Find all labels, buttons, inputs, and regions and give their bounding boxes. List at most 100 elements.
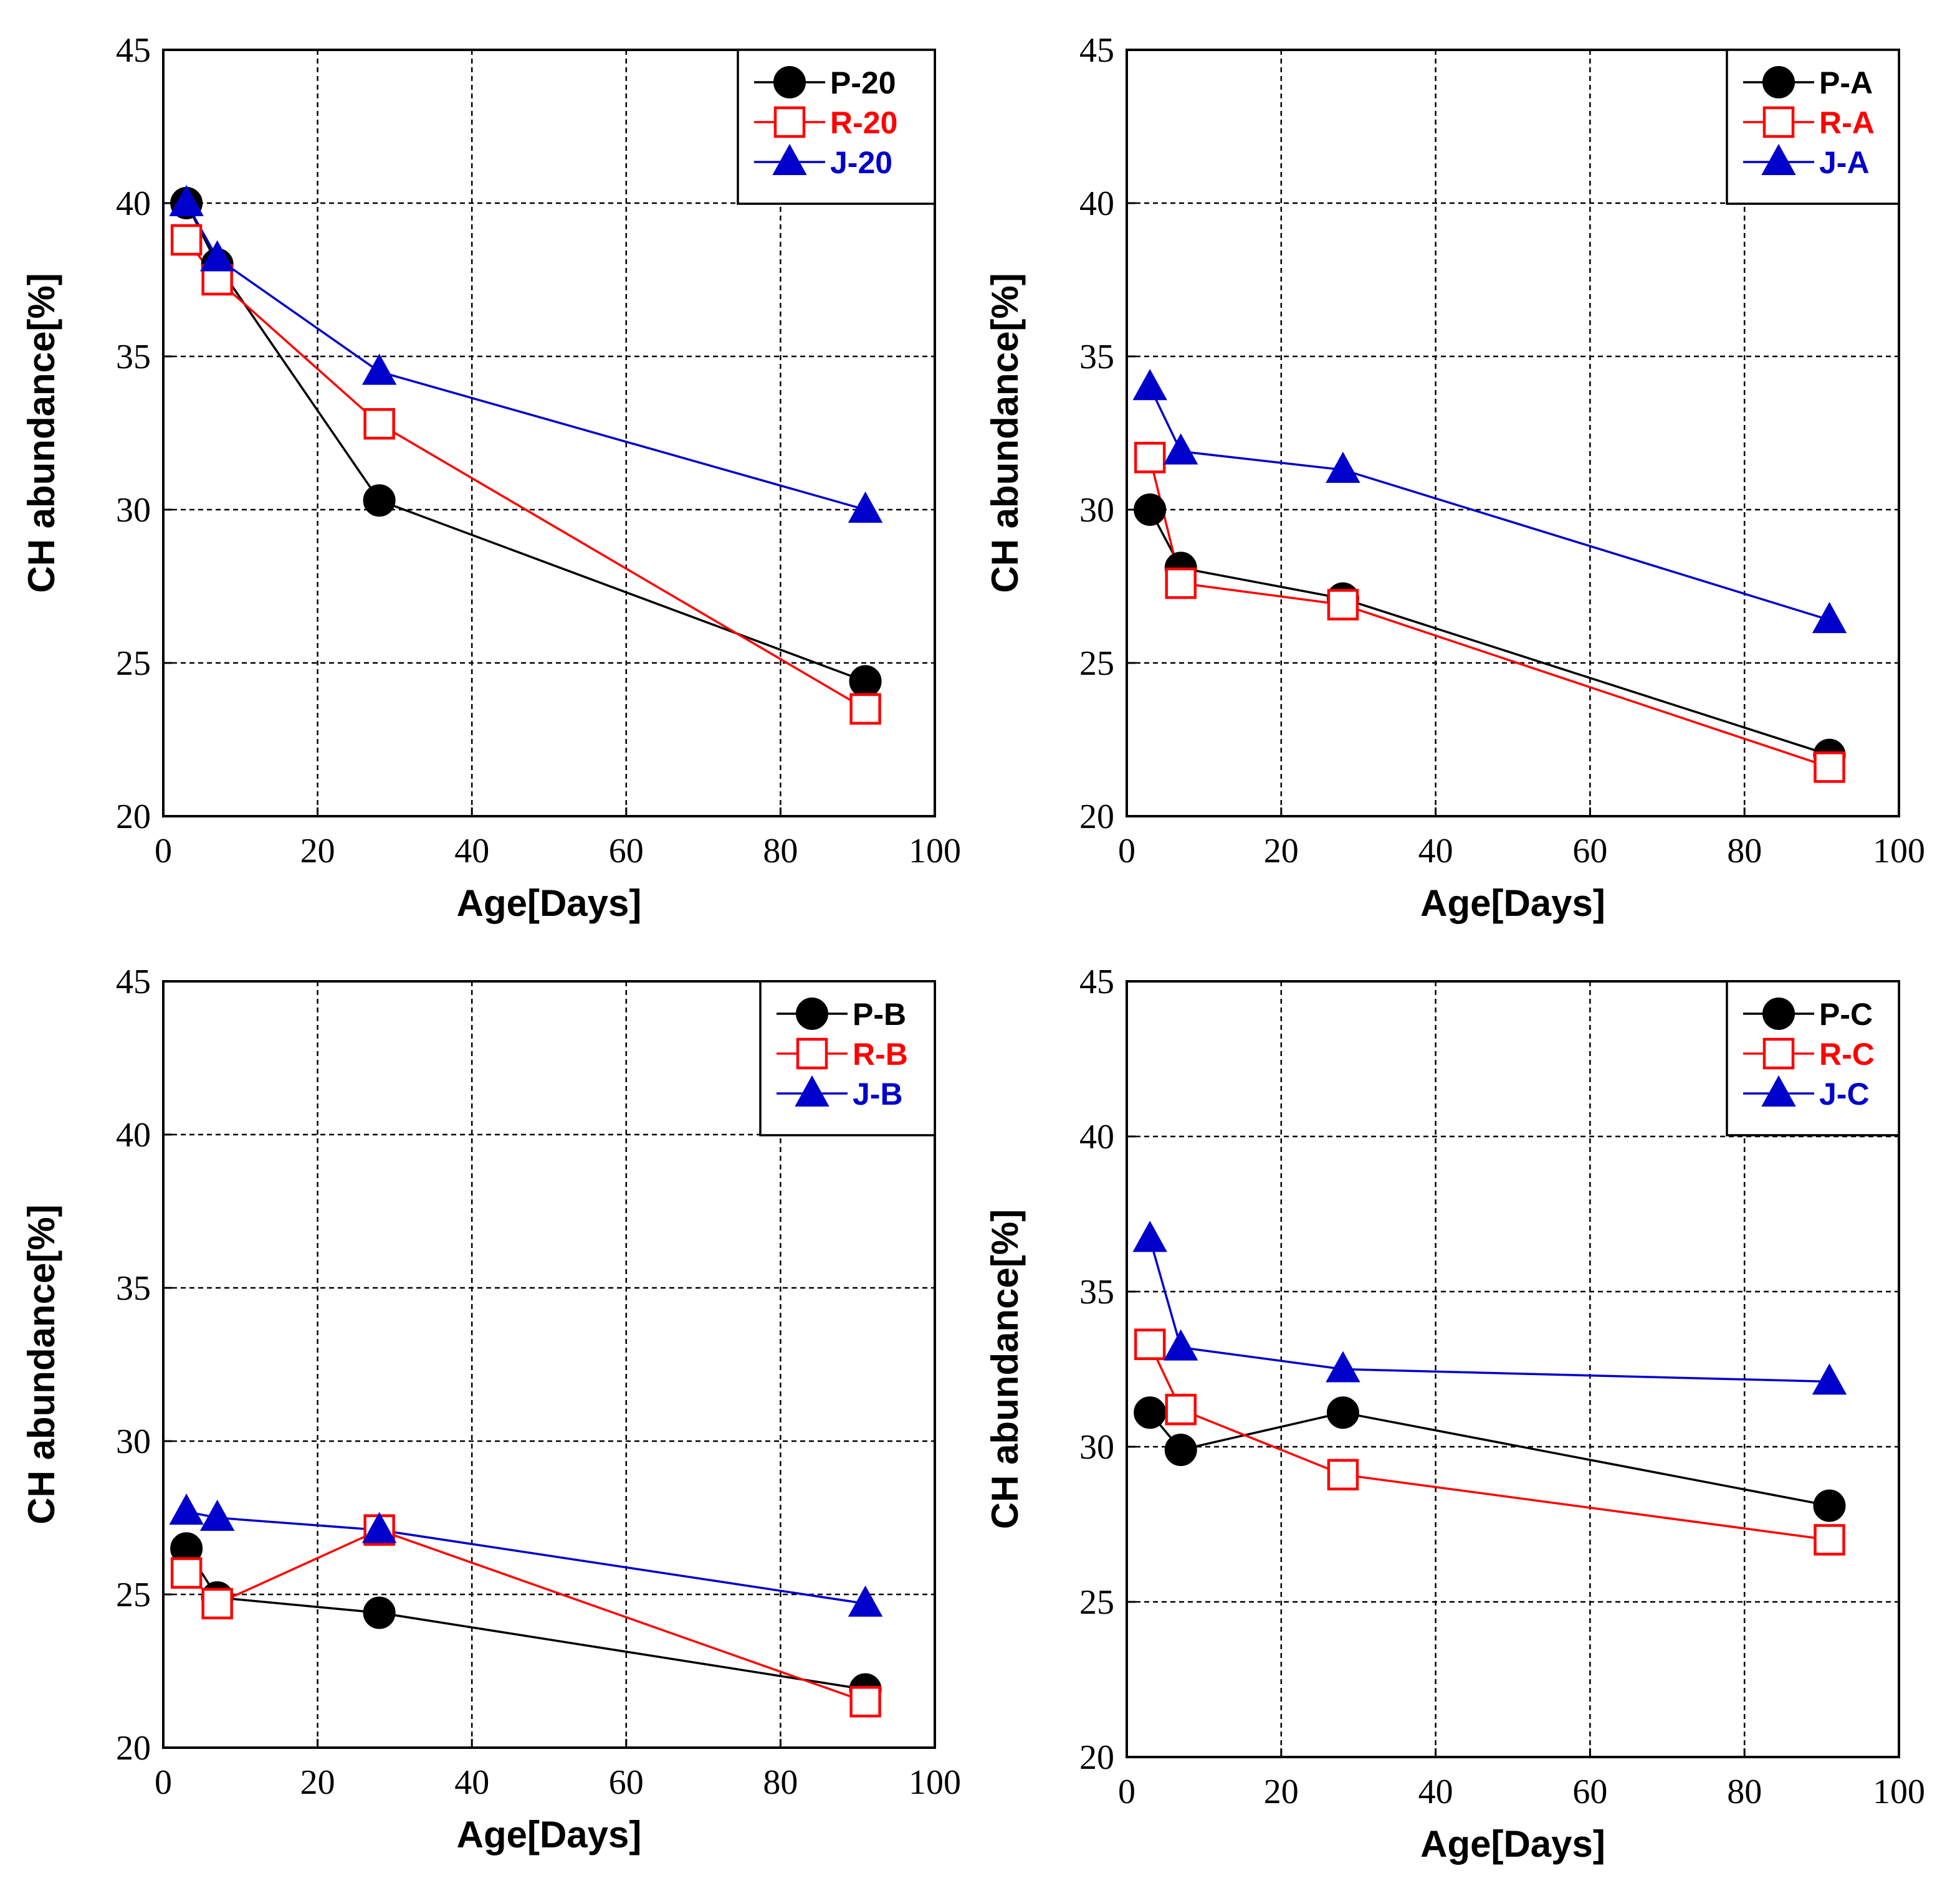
data-point-P-C-day-3 — [1134, 1396, 1167, 1429]
y-tick-label: 35 — [116, 1269, 151, 1308]
series-line-R-A — [1149, 457, 1830, 768]
legend: P-A R-A J-A — [1726, 49, 1900, 205]
x-tick-label: 40 — [454, 832, 489, 870]
x-tick-label: 60 — [609, 1763, 644, 1802]
series-line-J-A — [1149, 386, 1830, 621]
x-tick-label: 60 — [1572, 832, 1607, 870]
series-line-J-B — [186, 1510, 866, 1605]
x-tick-label: 100 — [1873, 832, 1925, 870]
data-point-P-B-day-28 — [363, 1596, 396, 1629]
legend-marker-J-C — [1761, 1075, 1796, 1107]
legend-label-P-A: P-A — [1819, 65, 1873, 100]
data-point-R-20-day-28 — [363, 407, 395, 440]
y-tick-label: 30 — [116, 1422, 151, 1461]
legend-label-R-20: R-20 — [830, 105, 897, 140]
data-point-R-20-day-3 — [170, 224, 203, 256]
data-point-R-C-day-91 — [1814, 1524, 1845, 1556]
legend-label-P-20: P-20 — [830, 65, 896, 100]
data-point-J-C-day-3 — [1132, 1221, 1167, 1252]
data-point-J-B-day-28 — [361, 1512, 397, 1543]
series-line-P-20 — [185, 202, 866, 683]
data-point-R-B-day-3 — [170, 1557, 203, 1589]
x-tick-label: 0 — [155, 832, 172, 870]
x-tick-label: 40 — [1418, 1773, 1453, 1811]
legend-label-R-A: R-A — [1819, 105, 1875, 140]
y-tick-label: 30 — [116, 491, 151, 530]
data-point-R-A-day-3 — [1134, 442, 1166, 474]
x-tick-label: 80 — [763, 1763, 798, 1802]
data-point-P-C-day-28 — [1326, 1396, 1359, 1429]
legend: P-C R-C J-C — [1726, 980, 1900, 1136]
legend-box — [1726, 980, 1900, 1136]
plot-frame — [1126, 980, 1900, 1758]
plot-frame — [1126, 49, 1900, 817]
legend-marker-R-C — [1762, 1037, 1795, 1070]
data-point-P-C-day-7 — [1164, 1433, 1197, 1466]
data-point-R-B-day-7 — [201, 1588, 233, 1620]
y-axis-title: CH abundance[%] — [984, 1209, 1026, 1529]
legend-marker-P-B — [796, 998, 828, 1030]
legend-marker-R-A — [1762, 106, 1795, 138]
x-tick-label: 20 — [300, 832, 335, 870]
data-point-J-C-day-28 — [1326, 1351, 1360, 1383]
plot-frame — [162, 980, 936, 1749]
data-point-R-B-day-91 — [849, 1685, 881, 1718]
legend-label-J-C: J-C — [1819, 1077, 1870, 1112]
series-line-P-B — [185, 1548, 866, 1691]
y-tick-label: 30 — [1079, 491, 1114, 530]
y-tick-label: 45 — [116, 963, 151, 1001]
x-tick-label: 60 — [1572, 1773, 1607, 1811]
data-point-J-B-day-7 — [199, 1499, 235, 1531]
legend: P-20 R-20 J-20 — [737, 49, 936, 205]
y-tick-label: 40 — [116, 184, 151, 223]
y-tick-label: 25 — [116, 644, 151, 683]
y-tick-label: 45 — [116, 31, 151, 70]
data-point-J-20-day-7 — [199, 240, 235, 272]
legend-box — [759, 980, 936, 1136]
data-point-R-C-day-28 — [1327, 1459, 1359, 1491]
series-line-J-C — [1149, 1238, 1830, 1383]
series-line-R-C — [1149, 1343, 1830, 1541]
legend-label-P-B: P-B — [853, 997, 906, 1032]
data-point-J-20-day-3 — [169, 184, 204, 216]
x-tick-label: 100 — [1873, 1773, 1925, 1811]
x-tick-label: 80 — [1727, 1773, 1762, 1811]
legend-marker-P-A — [1762, 66, 1795, 98]
legend-box — [737, 49, 936, 205]
y-tick-label: 30 — [1079, 1428, 1114, 1467]
series-line-P-C — [1149, 1411, 1830, 1507]
data-point-J-C-day-7 — [1164, 1329, 1198, 1361]
legend-marker-P-C — [1762, 998, 1795, 1030]
x-tick-label: 20 — [300, 1763, 335, 1802]
data-point-J-A-day-3 — [1132, 369, 1167, 401]
y-tick-label: 20 — [1079, 1738, 1114, 1777]
data-point-R-C-day-3 — [1134, 1328, 1166, 1360]
x-tick-label: 20 — [1264, 1773, 1299, 1811]
x-axis-title: Age[Days] — [1420, 1823, 1605, 1865]
legend-label-J-B: J-B — [853, 1077, 903, 1112]
x-axis-title: Age[Days] — [457, 1814, 642, 1855]
y-tick-label: 40 — [1079, 1118, 1114, 1156]
x-tick-label: 0 — [155, 1763, 172, 1802]
y-axis-title: CH abundance[%] — [21, 1204, 62, 1524]
y-tick-label: 25 — [1079, 644, 1114, 683]
data-point-J-C-day-91 — [1812, 1363, 1847, 1395]
legend-marker-J-20 — [772, 143, 807, 175]
series-line-R-20 — [185, 239, 866, 710]
legend-marker-P-20 — [773, 66, 806, 98]
data-point-R-20-day-91 — [849, 693, 881, 725]
legend-box — [1726, 49, 1900, 205]
data-point-J-B-day-91 — [848, 1585, 883, 1617]
x-tick-label: 0 — [1118, 832, 1135, 870]
y-tick-label: 20 — [116, 1729, 151, 1768]
x-tick-label: 60 — [609, 832, 644, 870]
series-line-R-B — [185, 1528, 866, 1703]
legend-label-P-C: P-C — [1819, 997, 1873, 1032]
x-tick-label: 100 — [909, 1763, 961, 1802]
x-axis-title: Age[Days] — [457, 882, 642, 924]
data-point-J-A-day-28 — [1326, 451, 1360, 483]
